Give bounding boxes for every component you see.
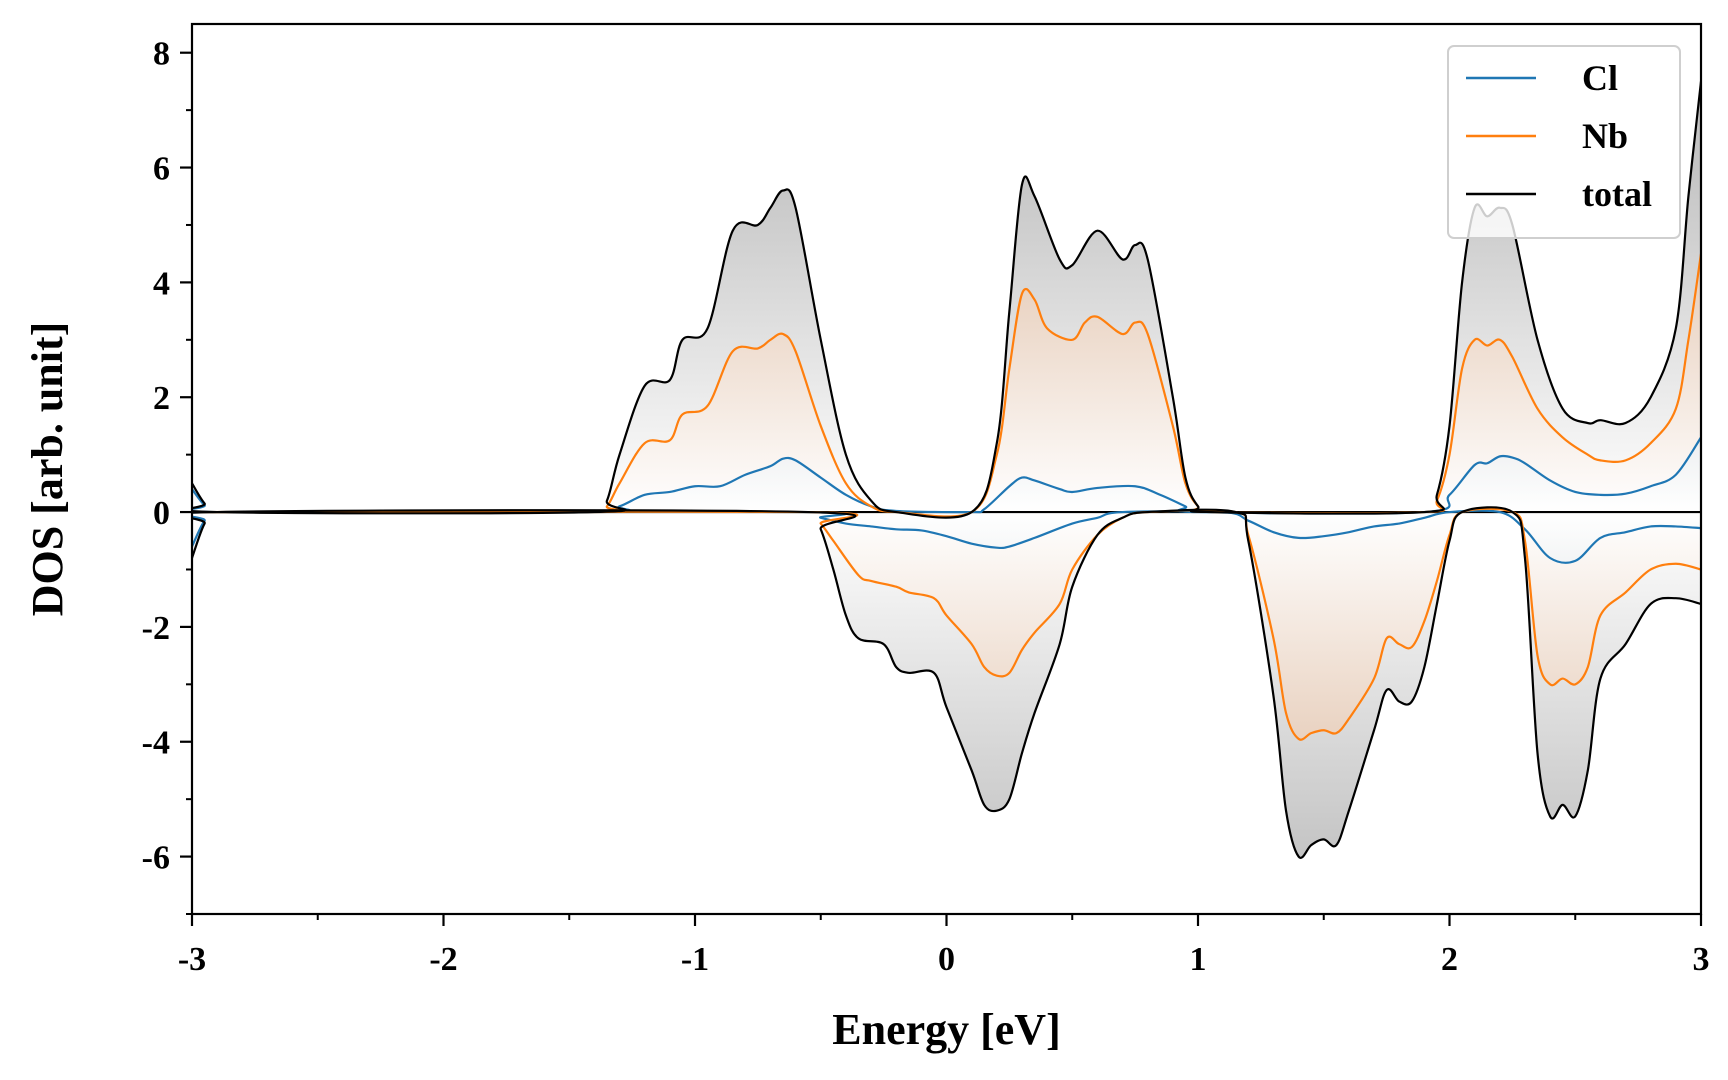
legend: Cl Nb total [1447,45,1681,239]
legend-label-nb: Nb [1582,116,1628,156]
legend-label-cl: Cl [1582,58,1618,98]
series-total-up-line [192,81,1701,519]
y-tick-label: -6 [142,840,170,877]
series-nb-up-line [192,253,1701,518]
x-tick-label: 2 [1441,941,1458,978]
y-axis-title: DOS [arb. unit] [23,322,72,617]
legend-box [1447,45,1681,239]
y-tick-label: 0 [153,495,170,532]
plot-area [192,81,1701,859]
x-tick-label: -2 [429,941,457,978]
x-tick-label: -3 [178,941,206,978]
axes: -3 -2 -1 0 1 2 3 -6 -4 -2 0 2 4 6 8 [142,22,1710,978]
x-tick-label: 0 [938,941,955,978]
x-tick-label: -1 [681,941,709,978]
series-nb-down-line [192,507,1701,741]
y-tick-label: 6 [153,151,170,188]
y-tick-label: -2 [142,610,170,647]
series-cl-down-fill [192,510,1701,563]
y-tick-label: 2 [153,380,170,417]
legend-label-total: total [1582,174,1652,214]
x-tick-label: 3 [1693,941,1710,978]
y-tick-label: 4 [153,265,170,302]
x-axis-title: Energy [eV] [832,1005,1061,1054]
series-cl-down-line [192,509,1701,564]
series-total-down-line [192,506,1701,859]
x-tick-label: 1 [1190,941,1207,978]
y-tick-label: 8 [153,36,170,73]
series-cl-up-fill [192,437,1701,514]
series-nb-down-fill [192,508,1701,740]
y-tick-label: -4 [142,725,170,762]
series-cl-up-line [192,436,1701,515]
